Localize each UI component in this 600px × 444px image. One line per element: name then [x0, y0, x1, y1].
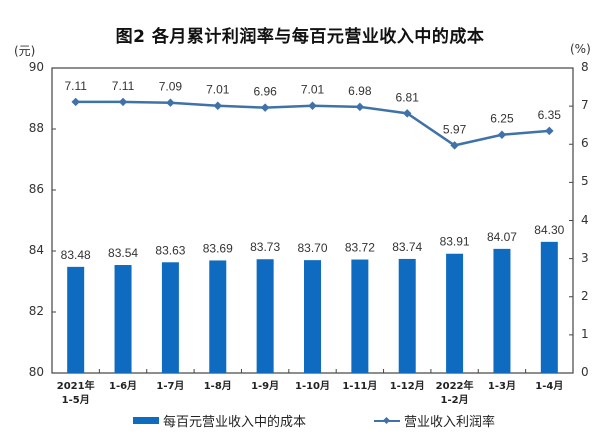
- line-value-label: 6.96: [253, 85, 277, 99]
- bar-value-label: 83.70: [297, 241, 327, 255]
- bar: [493, 248, 511, 373]
- legend-item-bar: 每百元营业收入中的成本: [133, 411, 306, 430]
- line-marker-icon: [213, 101, 223, 110]
- x-axis-tick-label: 2021年 1-5月: [56, 381, 95, 406]
- line-series: 7.11 7.11 7.09 7.01 6.96 7.01 6.98 6.81 5.97 6.25…: [64, 79, 561, 150]
- bar-value-label: 83.54: [108, 246, 138, 260]
- line-value-label: 7.01: [301, 83, 325, 97]
- x-axis-tick-label: 1-10月: [294, 381, 331, 392]
- bar: [351, 259, 369, 373]
- line-value-label: 6.35: [538, 108, 562, 122]
- legend-bar-label: 每百元营业收入中的成本: [163, 415, 307, 430]
- line-value-label: 5.97: [443, 122, 467, 136]
- line-value-label: 6.81: [396, 90, 420, 104]
- line-marker-icon: [355, 102, 365, 112]
- legend-item-line: 营业收入利润率: [374, 411, 495, 430]
- bar-series: 83.48 83.54 83.63 83.69 83.73 83.70 83.72 83.74…: [61, 223, 565, 373]
- line-marker-icon: [497, 130, 507, 139]
- axis-tick-marks: [52, 67, 573, 374]
- right-axis-tick-label: 6: [581, 136, 589, 151]
- x-axis-tick-label: 1-12月: [389, 381, 425, 392]
- right-axis-tick-label: 2: [581, 288, 589, 303]
- left-axis-unit: (元): [14, 44, 36, 58]
- line-marker-icon: [402, 109, 412, 118]
- line-marker-icon: [71, 97, 80, 107]
- bar: [161, 262, 179, 373]
- bar: [114, 265, 132, 373]
- bar-value-label: 84.30: [534, 223, 564, 237]
- bar-swatch-icon: [133, 417, 159, 424]
- legend-line-label: 营业收入利润率: [404, 415, 496, 430]
- x-axis-tick-label: 1-3月: [487, 381, 516, 392]
- left-axis-tick-label: 80: [28, 365, 44, 379]
- line-marker-icon: [545, 126, 554, 136]
- left-axis-tick-label: 82: [28, 304, 44, 318]
- bar: [256, 259, 274, 373]
- bar: [209, 260, 227, 373]
- bar: [67, 266, 85, 373]
- bar-value-label: 83.63: [155, 243, 185, 257]
- right-axis-tick-label: 7: [581, 98, 589, 113]
- line-marker-icon: [166, 98, 175, 107]
- x-axis-tick-label: 1-9月: [251, 381, 280, 392]
- chart-title: 图2 各月累计利润率与每百元营业收入中的成本: [115, 27, 485, 47]
- line-value-label: 6.25: [490, 112, 514, 126]
- bar: [304, 260, 321, 373]
- line-marker-icon: [450, 141, 459, 150]
- bar-value-label: 83.69: [203, 241, 233, 255]
- right-axis-unit: (%): [570, 42, 591, 56]
- line-swatch-icon: [374, 419, 400, 422]
- bar-value-label: 83.74: [392, 240, 422, 254]
- x-axis-tick-label: 2022年 1-2月: [435, 381, 474, 406]
- line-value-label: 7.11: [112, 79, 135, 93]
- bar-value-label: 83.48: [61, 248, 91, 262]
- bar-value-label: 83.72: [345, 241, 375, 255]
- line-value-label: 7.09: [159, 80, 183, 94]
- right-axis-tick-label: 3: [581, 250, 589, 265]
- x-axis-tick-label: 1-11月: [342, 381, 378, 392]
- right-axis-tick-label: 8: [581, 60, 589, 74]
- x-axis-tick-label: 1-8月: [203, 381, 232, 392]
- line-marker-icon: [260, 103, 270, 112]
- bar: [446, 253, 464, 373]
- bar-value-label: 84.07: [487, 230, 517, 244]
- line-value-label: 6.98: [348, 84, 372, 98]
- bar: [398, 258, 416, 373]
- right-axis-tick-label: 5: [581, 174, 589, 189]
- bar: [540, 241, 558, 373]
- line-marker-icon: [308, 101, 317, 110]
- left-axis-tick-label: 90: [28, 60, 44, 74]
- x-axis-tick-label: 1-7月: [156, 381, 185, 392]
- x-axis-tick-label: 1-4月: [535, 381, 564, 392]
- line-marker-icon: [118, 97, 128, 107]
- left-axis-tick-label: 84: [28, 243, 44, 257]
- line-value-label: 7.11: [64, 79, 87, 93]
- left-axis-tick-label: 86: [28, 182, 44, 196]
- left-axis-tick-label: 88: [28, 121, 44, 135]
- x-axis-tick-label: 1-6月: [108, 381, 138, 392]
- right-axis-tick-label: 0: [581, 365, 589, 379]
- bar-value-label: 83.91: [440, 235, 470, 249]
- right-axis-tick-label: 1: [581, 326, 589, 341]
- bar-value-label: 83.73: [250, 240, 280, 254]
- line-value-label: 7.01: [206, 83, 230, 97]
- right-axis-tick-label: 4: [581, 212, 589, 227]
